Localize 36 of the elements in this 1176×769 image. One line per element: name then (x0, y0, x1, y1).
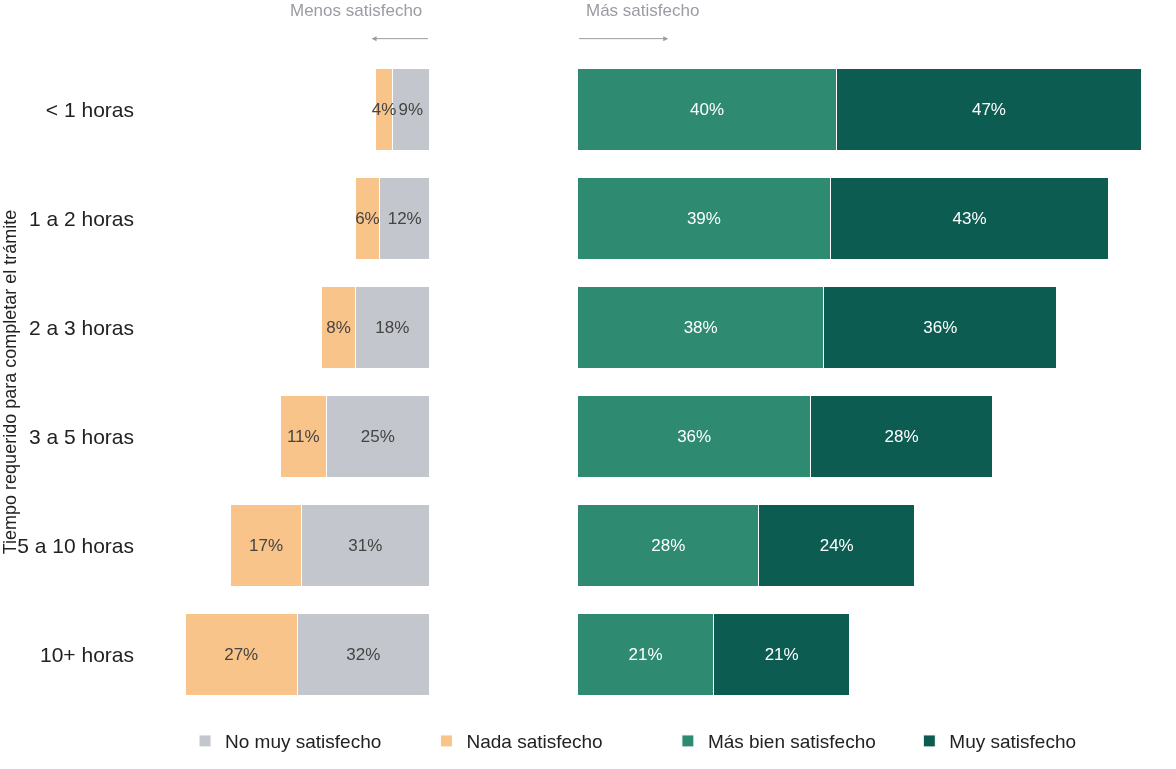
data-label: 27% (224, 645, 259, 665)
y-tick-label: < 1 horas (45, 97, 134, 121)
data-label: 11% (286, 427, 320, 447)
data-label: 32% (346, 645, 381, 665)
y-tick-label: 5 a 10 horas (17, 533, 134, 557)
data-label: 6% (355, 209, 380, 229)
data-label: 28% (651, 536, 686, 556)
data-label: 39% (686, 209, 721, 229)
text: Más satisfecho (586, 1, 700, 20)
y-tick-label: 1 a 2 horas (28, 206, 134, 230)
data-label: 43% (952, 209, 987, 229)
legend-label: Nada satisfecho (466, 731, 603, 753)
data-label: 17% (249, 536, 284, 556)
text: Menos satisfecho (290, 1, 423, 20)
legend-label: Muy satisfecho (949, 731, 1077, 753)
data-label: 21% (628, 645, 663, 665)
data-label: 36% (923, 318, 958, 338)
y-tick-label: 10+ horas (40, 642, 134, 666)
data-label: 40% (690, 100, 725, 120)
data-label: 31% (348, 536, 383, 556)
y-tick-label: 3 a 5 horas (28, 424, 134, 448)
data-label: 12% (387, 209, 422, 229)
legend-label: No muy satisfecho (225, 731, 382, 753)
data-label: 9% (398, 100, 424, 120)
y-tick-label: 2 a 3 horas (28, 315, 134, 339)
data-label: 28% (884, 427, 919, 447)
data-label: 38% (683, 318, 718, 338)
y-axis-title: Tiempo requerido para completar el trámite (0, 209, 20, 555)
data-label: 21% (764, 645, 799, 665)
data-label: 36% (677, 427, 712, 447)
data-label: 25% (360, 427, 395, 447)
data-label: 18% (375, 318, 410, 338)
legend-label: Más bien satisfecho (707, 731, 876, 753)
data-label: 47% (971, 100, 1006, 120)
data-label: 8% (326, 318, 351, 338)
data-label: 24% (819, 536, 854, 556)
